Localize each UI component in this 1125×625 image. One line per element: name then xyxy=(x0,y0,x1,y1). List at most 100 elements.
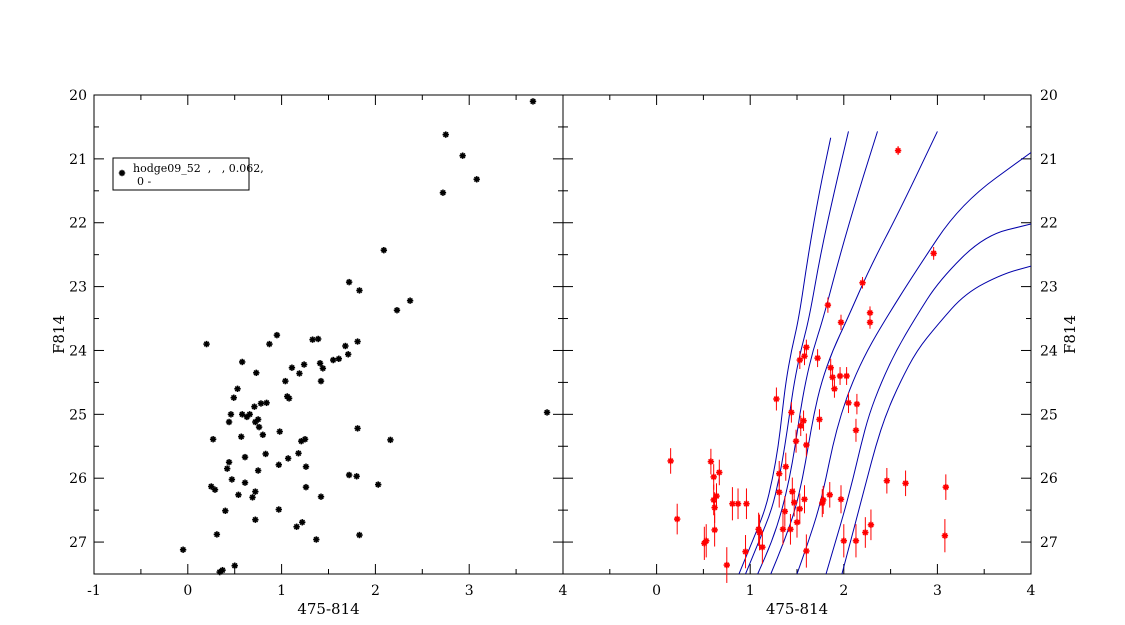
point-marker xyxy=(773,395,780,403)
point-marker xyxy=(776,470,783,477)
data-point xyxy=(840,524,847,558)
x-tick-label: 1 xyxy=(746,583,755,599)
right-ticks xyxy=(562,94,1032,575)
data-point xyxy=(930,247,937,260)
data-point xyxy=(756,514,763,551)
data-point xyxy=(309,336,316,343)
data-point xyxy=(716,459,723,486)
legend-marker xyxy=(118,169,126,177)
point-marker xyxy=(711,504,718,511)
data-point xyxy=(345,471,353,479)
data-point xyxy=(227,411,235,418)
left-y-axis-label: F814 xyxy=(50,315,68,354)
y-tick-label: 20 xyxy=(69,88,87,104)
data-point xyxy=(867,509,875,541)
point-marker xyxy=(902,480,909,487)
data-point xyxy=(262,450,269,458)
data-point xyxy=(299,519,306,526)
data-point xyxy=(782,452,789,481)
data-point xyxy=(329,356,337,364)
data-point xyxy=(723,547,730,583)
data-point xyxy=(393,307,401,314)
data-point xyxy=(203,340,210,348)
point-marker xyxy=(819,499,826,507)
x-tick-label: 4 xyxy=(1027,583,1036,599)
point-marker xyxy=(759,543,766,551)
point-marker xyxy=(837,319,845,326)
data-point xyxy=(459,152,466,159)
point-marker xyxy=(792,437,800,445)
data-point xyxy=(776,476,783,508)
data-point xyxy=(803,339,810,355)
data-point xyxy=(223,465,231,472)
data-point xyxy=(239,358,246,366)
point-marker xyxy=(859,279,866,286)
point-marker xyxy=(800,417,807,424)
data-point xyxy=(239,411,246,418)
point-marker xyxy=(797,422,804,430)
y-tick-label: 21 xyxy=(1040,152,1058,168)
data-point xyxy=(776,460,783,487)
point-marker xyxy=(701,540,708,547)
right-y-axis-label: F814 xyxy=(1061,315,1079,354)
data-point xyxy=(252,488,259,495)
data-point xyxy=(845,392,852,414)
data-point xyxy=(779,513,787,545)
data-point xyxy=(710,484,717,516)
data-point xyxy=(238,433,245,440)
y-tick-label: 25 xyxy=(69,407,87,423)
data-point xyxy=(225,418,233,426)
data-point xyxy=(300,361,308,368)
right-x-axis-label: 475-814 xyxy=(766,600,828,618)
data-point xyxy=(843,367,850,385)
point-marker xyxy=(711,526,718,534)
data-point xyxy=(296,370,303,377)
data-point xyxy=(862,517,869,548)
data-point xyxy=(209,436,217,443)
point-marker xyxy=(781,508,789,515)
data-point xyxy=(342,342,349,350)
data-point xyxy=(282,377,289,385)
data-point xyxy=(354,425,361,432)
data-point xyxy=(894,146,902,156)
point-marker xyxy=(796,505,804,513)
point-marker xyxy=(843,372,850,380)
data-point xyxy=(251,403,258,410)
x-tick-label: 3 xyxy=(933,583,942,599)
data-point xyxy=(803,534,810,568)
data-point xyxy=(222,507,229,514)
isochrone-line xyxy=(770,131,938,574)
point-marker xyxy=(787,526,794,533)
data-point xyxy=(301,436,309,443)
point-marker xyxy=(801,496,808,503)
data-point xyxy=(829,368,836,387)
isochrone-lines xyxy=(738,131,1031,574)
data-point xyxy=(801,347,808,366)
data-point xyxy=(316,360,324,367)
point-marker xyxy=(827,364,834,371)
right-points xyxy=(667,146,950,583)
data-point xyxy=(803,433,810,457)
data-point xyxy=(275,461,282,468)
x-tick-label: 1 xyxy=(277,583,286,599)
legend: hodge09_52 , , 0.062, 0 - xyxy=(112,157,264,191)
point-marker xyxy=(862,529,869,536)
point-marker xyxy=(942,483,950,491)
data-point xyxy=(266,340,273,348)
y-tick-label: 25 xyxy=(1040,407,1058,423)
y-tick-label: 20 xyxy=(1040,88,1058,104)
point-marker xyxy=(867,521,875,529)
data-point xyxy=(853,393,861,415)
data-point xyxy=(742,535,749,569)
data-point xyxy=(902,470,909,497)
x-tick-label: 2 xyxy=(839,583,848,599)
data-point xyxy=(406,297,414,304)
isochrone-line xyxy=(796,152,1031,574)
point-marker xyxy=(710,473,717,481)
data-point xyxy=(866,306,874,320)
x-tick-label: 2 xyxy=(371,583,380,599)
point-marker xyxy=(853,400,861,408)
data-point xyxy=(801,485,808,514)
y-tick-label: 26 xyxy=(69,471,87,487)
